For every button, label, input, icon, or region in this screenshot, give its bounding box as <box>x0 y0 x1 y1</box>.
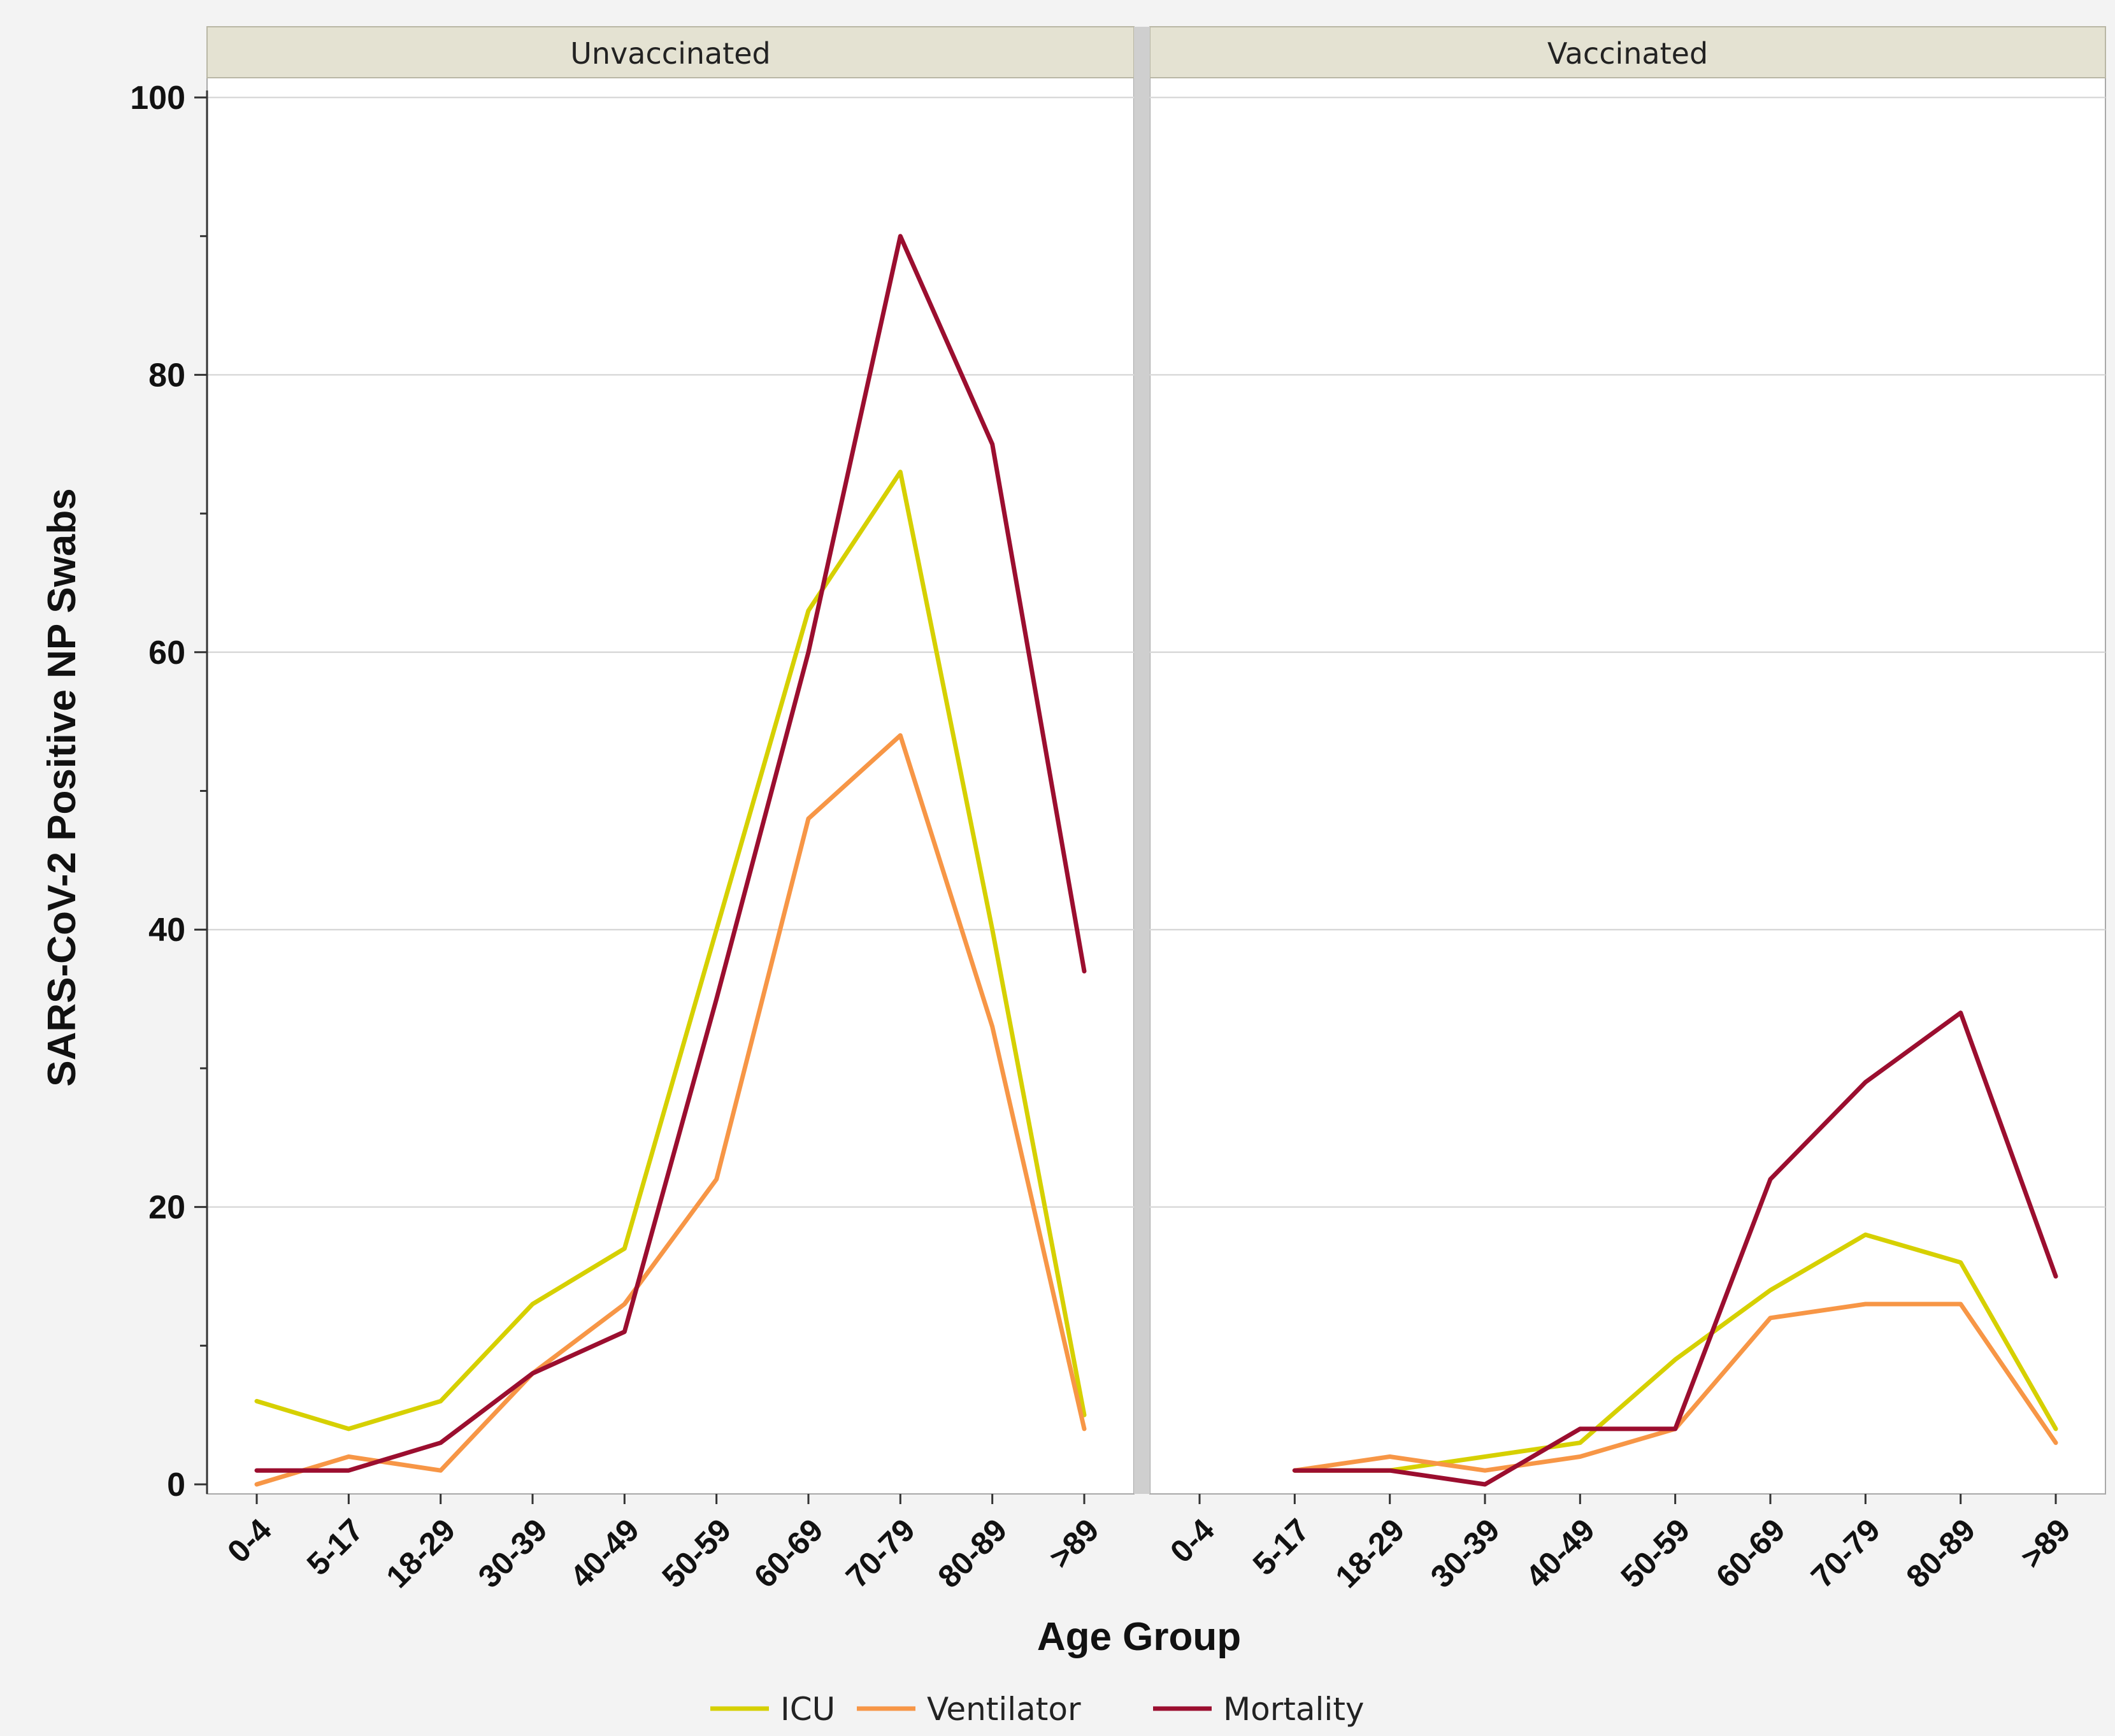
y-tick-label: 40 <box>148 912 185 949</box>
series-line-ventilator-unvaccinated <box>254 733 1087 1487</box>
x-tick-label: 50-59 <box>1614 1512 1696 1595</box>
y-tick-label: 0 <box>167 1467 185 1503</box>
x-tick-label: 60-69 <box>747 1512 830 1595</box>
series-lines <box>254 234 2058 1487</box>
x-tick-label: 18-29 <box>379 1512 462 1595</box>
panel-divider <box>1134 27 1150 1494</box>
legend-label-mortality: Mortality <box>1223 1691 1365 1728</box>
x-tick-label: 18-29 <box>1328 1512 1411 1595</box>
legend: ICU Ventilator Mortality <box>710 1691 1365 1728</box>
x-tick-label: 50-59 <box>655 1512 738 1595</box>
x-tick-label: >89 <box>2014 1512 2077 1575</box>
panel-background-unvaccinated <box>206 77 1135 1495</box>
gridlines <box>207 96 2105 1208</box>
chart-frame: Unvaccinated Vaccinated <box>206 26 2106 1495</box>
facet-strip-unvaccinated <box>206 26 1135 78</box>
facet-label-vaccinated: Vaccinated <box>1547 36 1708 71</box>
x-tick-label: 0-4 <box>1163 1512 1221 1570</box>
x-tick-label: 70-79 <box>1804 1512 1887 1595</box>
panel-background-vaccinated <box>1149 77 2106 1495</box>
x-tick-label: 60-69 <box>1709 1512 1792 1595</box>
series-line-mortality-unvaccinated <box>254 234 1087 1473</box>
x-tick-label: 40-49 <box>563 1512 646 1595</box>
y-tick-label: 100 <box>130 80 185 117</box>
x-tick-label: 30-39 <box>1424 1512 1507 1595</box>
facet-label-unvaccinated: Unvaccinated <box>570 36 770 71</box>
x-tick-label: 30-39 <box>471 1512 554 1595</box>
x-tick-label: 40-49 <box>1519 1512 1602 1595</box>
y-tick-label: 20 <box>148 1189 185 1226</box>
x-tick-label: 5-17 <box>1246 1512 1316 1582</box>
series-line-mortality-vaccinated <box>1292 1010 2058 1487</box>
x-tick-label: 80-89 <box>931 1512 1014 1595</box>
x-axis-title: Age Group <box>1037 1615 1241 1659</box>
x-tick-label: 80-89 <box>1899 1512 1982 1595</box>
facet-strip-vaccinated <box>1149 26 2106 78</box>
y-axis-title: SARS-CoV-2 Positive NP Swabs <box>40 488 84 1086</box>
x-tick-label: 5-17 <box>300 1512 370 1582</box>
x-tick-label: 0-4 <box>220 1512 278 1570</box>
y-tick-label: 60 <box>148 635 185 671</box>
x-tick-label: 70-79 <box>839 1512 922 1595</box>
series-line-icu-unvaccinated <box>254 470 1087 1431</box>
y-tick-label: 80 <box>148 357 185 394</box>
x-tick-label: >89 <box>1042 1512 1106 1575</box>
legend-label-ventilator: Ventilator <box>927 1691 1081 1728</box>
legend-label-icu: ICU <box>780 1691 835 1728</box>
series-line-icu-vaccinated <box>1292 1232 2058 1473</box>
